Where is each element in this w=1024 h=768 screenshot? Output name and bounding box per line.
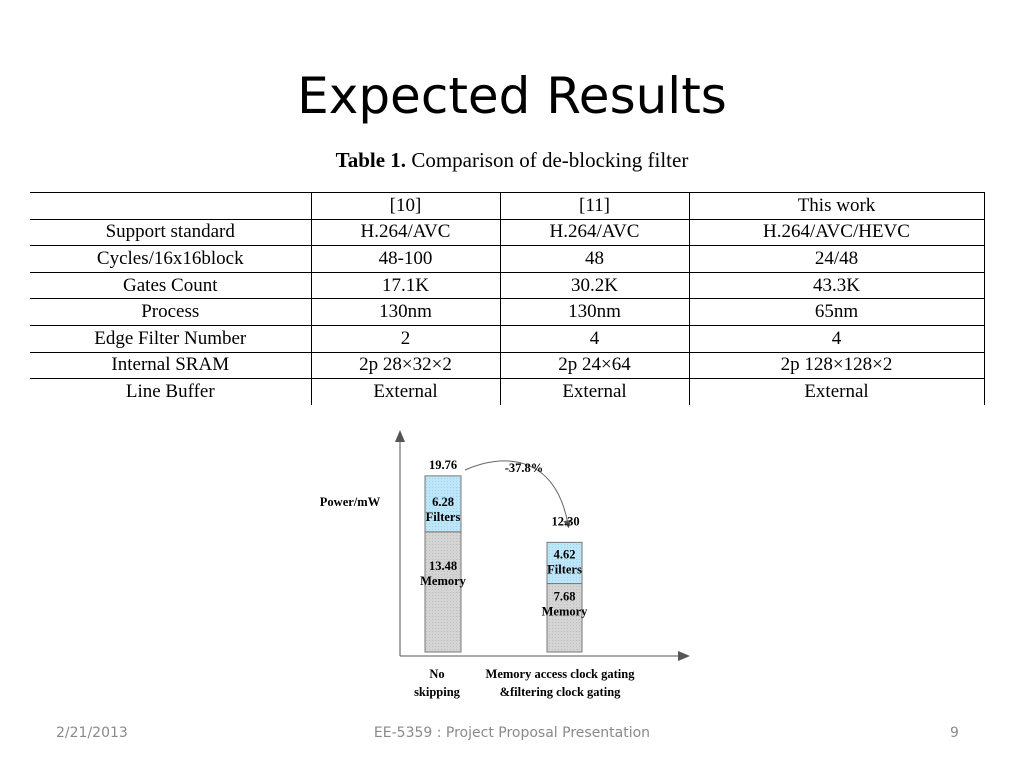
table-cell: External: [688, 378, 985, 405]
table-row: Line Buffer External External External: [30, 378, 985, 405]
table-row-label: Edge Filter Number: [30, 324, 312, 353]
table-row-label: Internal SRAM: [30, 351, 312, 380]
table-row: Process 130nm 130nm 65nm: [30, 298, 985, 326]
table-row: Support standard H.264/AVC H.264/AVC H.264/…: [30, 218, 985, 247]
table-cell: 2p 128×128×2: [688, 351, 985, 380]
total-label: 19.76: [429, 458, 457, 472]
y-axis-label: Power/mW: [320, 495, 381, 509]
table-row-label: Support standard: [30, 218, 312, 247]
table-cell: External: [499, 378, 690, 405]
table-row-label: Gates Count: [30, 271, 312, 300]
table-header-cell: [30, 192, 312, 220]
table-cell: 48: [499, 245, 690, 273]
bar-segment: [424, 475, 462, 533]
data-label: 7.68: [554, 590, 576, 604]
table-cell: External: [310, 378, 501, 405]
table-cell: 130nm: [310, 298, 501, 326]
table-cell: 43.3K: [688, 271, 985, 300]
reduction-label: -37.8%: [505, 461, 544, 475]
table-header-cell: [11]: [499, 192, 690, 220]
table-cell: 48-100: [310, 245, 501, 273]
table-caption: Table 1. Comparison of de-blocking filte…: [0, 146, 1024, 174]
table-cell: 65nm: [688, 298, 985, 326]
bar-segment: [546, 541, 583, 585]
table-header-cell: This work: [688, 192, 985, 220]
table-row-label: Process: [30, 298, 312, 326]
slide-title: Expected Results: [297, 67, 727, 125]
table-row: Cycles/16x16block 48-100 48 24/48: [30, 245, 985, 273]
table-cell: 24/48: [688, 245, 985, 273]
table-cell: H.264/AVC: [310, 218, 501, 247]
total-label: 12.30: [551, 514, 579, 528]
comparison-table: [10] [11] This work Support standard H.26…: [30, 192, 985, 405]
table-caption-number: Table 1.: [335, 148, 407, 172]
table-row: Gates Count 17.1K 30.2K 43.3K: [30, 271, 985, 300]
data-label: Memory: [542, 605, 589, 619]
table-header-cell: [10]: [310, 192, 501, 220]
table-row: Edge Filter Number 2 4 4: [30, 324, 985, 353]
footer-title: EE-5359 : Project Proposal Presentation: [373, 725, 651, 741]
footer-page-number: 9: [950, 725, 959, 741]
comparison-table-body: [10] [11] This work Support standard H.26…: [30, 192, 985, 405]
table-row-label: Line Buffer: [30, 378, 312, 405]
x-axis-arrow: [678, 651, 690, 661]
data-label: 13.48: [429, 559, 457, 573]
data-label: Memory: [420, 574, 467, 588]
table-header-row: [10] [11] This work: [30, 192, 985, 220]
power-chart: Power/mW13.48Memory6.28Filters19.76Noski…: [320, 430, 690, 699]
x-tick-label: Memory access clock gating: [486, 667, 636, 681]
y-axis-arrow: [395, 430, 405, 442]
table-cell: H.264/AVC/HEVC: [688, 218, 985, 247]
footer-date: 2/21/2013: [56, 725, 128, 741]
x-tick-label: &filtering clock gating: [500, 685, 622, 699]
table-caption-text: Comparison of de-blocking filter: [406, 148, 689, 172]
table-cell: 4: [499, 324, 690, 353]
table-cell: H.264/AVC: [499, 218, 690, 247]
bar-segment: [424, 531, 462, 653]
x-tick-label: skipping: [414, 685, 461, 699]
reduction-arrow: [464, 460, 572, 529]
table-cell: 2: [310, 324, 501, 353]
table-cell: 2p 24×64: [499, 351, 690, 380]
table-row: Internal SRAM 2p 28×32×2 2p 24×64 2p 128×12…: [30, 351, 985, 380]
table-row-label: Cycles/16x16block: [30, 245, 312, 273]
data-label: Filters: [547, 562, 582, 576]
data-label: 4.62: [554, 547, 576, 561]
table-cell: 17.1K: [310, 271, 501, 300]
table-cell: 130nm: [499, 298, 690, 326]
table-cell: 4: [688, 324, 985, 353]
x-tick-label: No: [429, 667, 444, 681]
data-label: 6.28: [432, 495, 454, 509]
table-cell: 2p 28×32×2: [310, 351, 501, 380]
data-label: Filters: [426, 510, 461, 524]
table-cell: 30.2K: [499, 271, 690, 300]
